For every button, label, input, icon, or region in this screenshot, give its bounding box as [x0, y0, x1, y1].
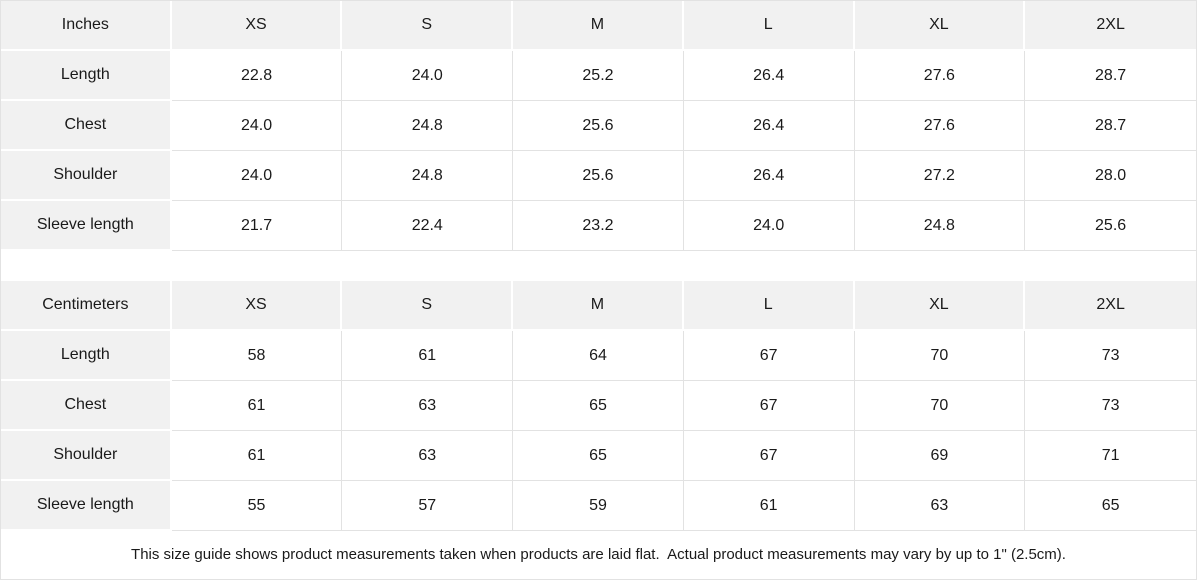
measurement-value-cell: 59: [513, 481, 684, 531]
size-col-header-2xl: 2XL: [1025, 1, 1196, 51]
measurement-value-cell: 61: [342, 331, 514, 381]
measurement-value-cell: 67: [683, 431, 855, 481]
size-col-header-s: S: [342, 1, 514, 51]
measurement-value-cell: 67: [683, 381, 855, 431]
size-col-header-xs: XS: [171, 1, 343, 51]
measurement-row-label: Chest: [1, 101, 172, 151]
measurement-value-cell: 28.7: [1025, 101, 1196, 151]
table-header-row: Inches XS S M L XL 2XL: [1, 1, 1196, 51]
table-row: Chest 24.0 24.8 25.6 26.4 27.6 28.7: [1, 101, 1196, 151]
measurement-value-cell: 73: [1025, 381, 1196, 431]
measurement-value-cell: 27.6: [854, 101, 1026, 151]
size-col-header-2xl: 2XL: [1025, 281, 1196, 331]
measurement-value-cell: 69: [854, 431, 1026, 481]
size-col-header-m: M: [513, 281, 684, 331]
size-col-header-m: M: [513, 1, 684, 51]
measurement-value-cell: 26.4: [683, 51, 855, 101]
measurement-value-cell: 22.4: [342, 201, 514, 251]
measurement-row-label: Shoulder: [1, 431, 172, 481]
measurement-value-cell: 65: [513, 381, 684, 431]
measurement-value-cell: 58: [171, 331, 343, 381]
unit-header-inches: Inches: [1, 1, 172, 51]
measurement-value-cell: 61: [171, 381, 343, 431]
measurement-value-cell: 70: [854, 331, 1026, 381]
measurement-value-cell: 57: [342, 481, 514, 531]
measurement-value-cell: 64: [513, 331, 684, 381]
measurement-value-cell: 23.2: [513, 201, 684, 251]
centimeters-size-table: Centimeters XS S M L XL 2XL Length 58 61…: [1, 281, 1196, 531]
size-col-header-s: S: [342, 281, 514, 331]
measurement-value-cell: 67: [683, 331, 855, 381]
measurement-value-cell: 22.8: [171, 51, 343, 101]
measurement-value-cell: 24.8: [342, 151, 514, 201]
measurement-value-cell: 65: [1025, 481, 1196, 531]
measurement-value-cell: 61: [683, 481, 855, 531]
measurement-value-cell: 26.4: [683, 151, 855, 201]
measurement-value-cell: 73: [1025, 331, 1196, 381]
measurement-value-cell: 71: [1025, 431, 1196, 481]
measurement-value-cell: 27.6: [854, 51, 1026, 101]
size-col-header-l: L: [683, 1, 855, 51]
size-col-header-l: L: [683, 281, 855, 331]
measurement-value-cell: 55: [171, 481, 343, 531]
measurement-value-cell: 24.0: [342, 51, 514, 101]
measurement-value-cell: 24.0: [171, 151, 343, 201]
table-row: Sleeve length 21.7 22.4 23.2 24.0 24.8 2…: [1, 201, 1196, 251]
table-row: Sleeve length 55 57 59 61 63 65: [1, 481, 1196, 531]
measurement-row-label: Length: [1, 51, 172, 101]
measurement-value-cell: 24.8: [342, 101, 514, 151]
measurement-value-cell: 65: [513, 431, 684, 481]
measurement-value-cell: 24.0: [171, 101, 343, 151]
measurement-row-label: Chest: [1, 381, 172, 431]
measurement-value-cell: 28.0: [1025, 151, 1196, 201]
unit-header-centimeters: Centimeters: [1, 281, 172, 331]
measurement-row-label: Sleeve length: [1, 481, 172, 531]
measurement-value-cell: 21.7: [171, 201, 343, 251]
inches-size-table: Inches XS S M L XL 2XL Length 22.8 24.0 …: [1, 1, 1196, 251]
measurement-value-cell: 63: [342, 431, 514, 481]
size-col-header-xl: XL: [854, 281, 1026, 331]
measurement-value-cell: 70: [854, 381, 1026, 431]
measurement-value-cell: 27.2: [854, 151, 1026, 201]
measurement-value-cell: 24.0: [683, 201, 855, 251]
measurement-row-label: Length: [1, 331, 172, 381]
measurement-value-cell: 63: [854, 481, 1026, 531]
measurement-value-cell: 28.7: [1025, 51, 1196, 101]
measurement-row-label: Sleeve length: [1, 201, 172, 251]
measurement-value-cell: 25.6: [1025, 201, 1196, 251]
size-guide-note: This size guide shows product measuremen…: [1, 531, 1196, 578]
table-row: Shoulder 24.0 24.8 25.6 26.4 27.2 28.0: [1, 151, 1196, 201]
measurement-value-cell: 25.6: [513, 101, 684, 151]
measurement-value-cell: 25.6: [513, 151, 684, 201]
size-col-header-xl: XL: [854, 1, 1026, 51]
table-row: Length 22.8 24.0 25.2 26.4 27.6 28.7: [1, 51, 1196, 101]
size-col-header-xs: XS: [171, 281, 343, 331]
table-row: Length 58 61 64 67 70 73: [1, 331, 1196, 381]
table-row: Chest 61 63 65 67 70 73: [1, 381, 1196, 431]
measurement-value-cell: 26.4: [683, 101, 855, 151]
measurement-value-cell: 61: [171, 431, 343, 481]
measurement-value-cell: 25.2: [513, 51, 684, 101]
measurement-value-cell: 63: [342, 381, 514, 431]
measurement-value-cell: 24.8: [854, 201, 1026, 251]
table-spacer: [1, 251, 1196, 281]
table-row: Shoulder 61 63 65 67 69 71: [1, 431, 1196, 481]
measurement-row-label: Shoulder: [1, 151, 172, 201]
table-header-row: Centimeters XS S M L XL 2XL: [1, 281, 1196, 331]
